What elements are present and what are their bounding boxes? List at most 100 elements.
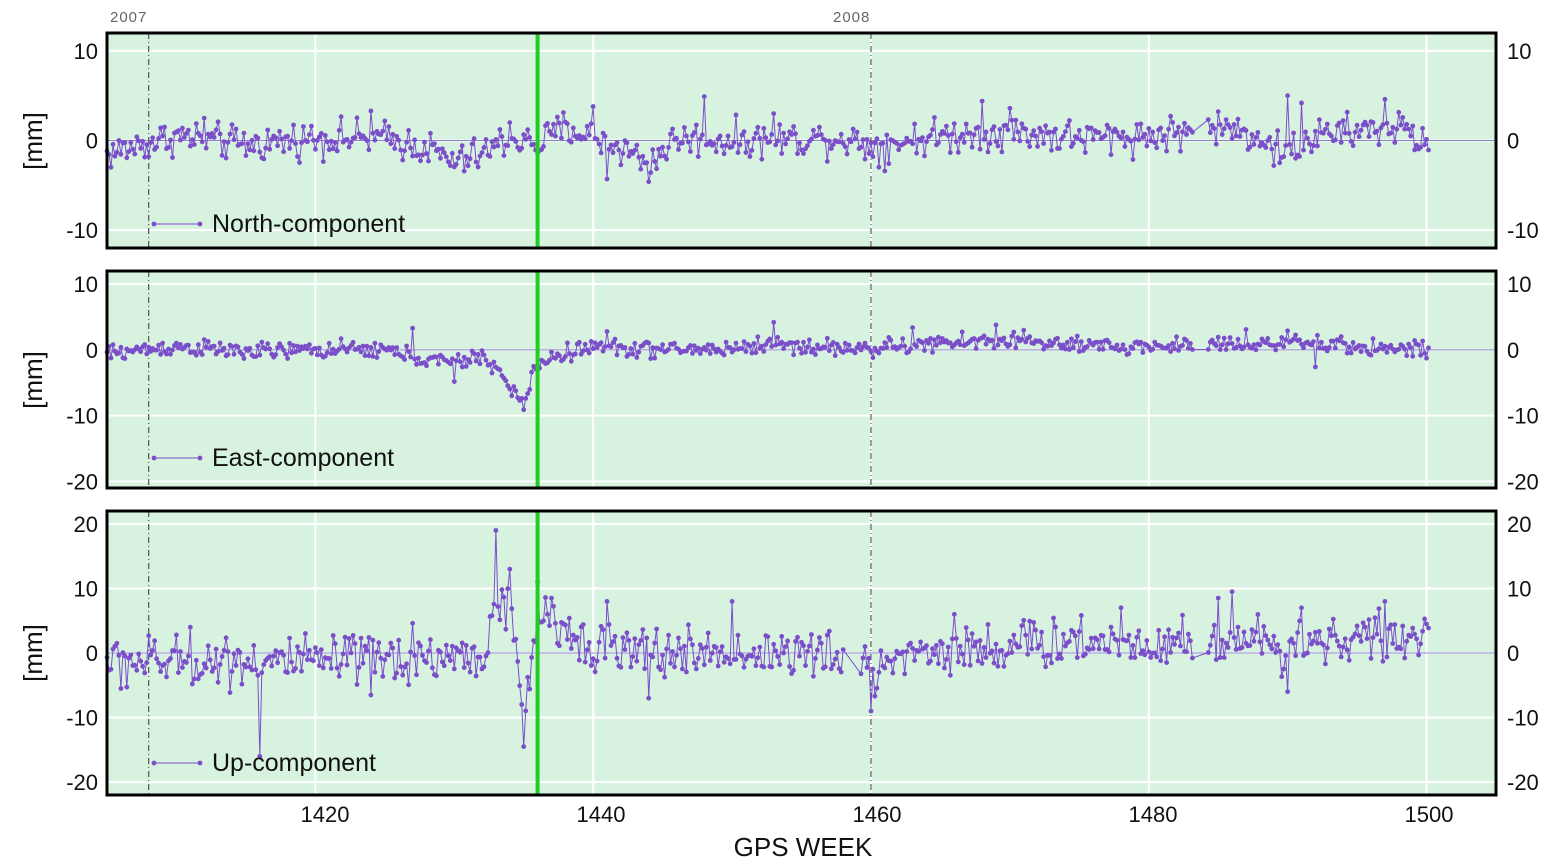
data-point: [1285, 689, 1290, 695]
year-label-2008: 2008: [833, 9, 870, 26]
data-point: [1148, 138, 1154, 144]
data-point: [860, 344, 866, 350]
data-point: [1007, 105, 1013, 111]
y-tick-label-right: 20: [1507, 512, 1531, 537]
data-point: [757, 135, 763, 141]
data-point: [703, 644, 709, 650]
data-point: [1017, 644, 1023, 650]
data-point: [1174, 635, 1179, 641]
data-point: [428, 130, 433, 136]
data-point: [132, 662, 138, 668]
data-point: [1072, 633, 1078, 639]
data-point: [735, 632, 741, 638]
data-point: [799, 350, 804, 356]
data-point: [1408, 133, 1414, 139]
data-point: [989, 648, 995, 654]
data-point: [459, 364, 465, 370]
data-point: [497, 617, 503, 623]
data-point: [1100, 633, 1106, 639]
y-tick-label-left: -20: [66, 770, 98, 795]
data-point: [1364, 636, 1370, 641]
data-point: [112, 153, 118, 159]
data-point: [928, 336, 933, 341]
data-point: [1332, 345, 1338, 351]
data-point: [295, 644, 300, 649]
data-point: [1271, 343, 1277, 348]
data-point: [176, 670, 181, 675]
data-point: [1074, 655, 1080, 660]
data-point: [1150, 346, 1156, 352]
panels-background-layer: [104, 33, 1496, 795]
data-point: [406, 349, 411, 354]
data-point: [731, 140, 737, 145]
data-point: [1110, 631, 1116, 637]
data-point: [529, 655, 534, 660]
data-point: [172, 648, 177, 654]
data-point: [1118, 346, 1124, 352]
data-point: [622, 647, 628, 652]
data-point: [1396, 346, 1402, 352]
data-point: [1154, 145, 1160, 151]
data-point: [753, 663, 759, 669]
data-point: [582, 136, 588, 142]
data-point: [781, 650, 786, 656]
data-point: [686, 622, 691, 628]
data-point: [475, 164, 481, 170]
data-point: [148, 652, 154, 658]
data-point: [1418, 352, 1423, 358]
data-point: [759, 343, 765, 349]
data-point: [1408, 634, 1414, 639]
data-point: [1148, 655, 1154, 660]
data-point: [979, 661, 985, 666]
data-point: [723, 143, 729, 148]
data-point: [406, 127, 411, 133]
data-point: [1078, 339, 1084, 344]
data-point: [459, 640, 465, 646]
data-point: [491, 144, 497, 150]
data-point: [594, 136, 600, 142]
data-point: [940, 336, 945, 341]
data-point: [1273, 141, 1279, 147]
data-point: [457, 649, 463, 655]
data-point: [646, 179, 652, 185]
data-point: [1037, 125, 1042, 131]
data-point: [699, 646, 705, 651]
data-point: [1035, 144, 1040, 149]
data-point: [1404, 121, 1410, 127]
data-point: [822, 137, 828, 143]
data-point: [453, 358, 459, 364]
data-point: [1178, 148, 1183, 154]
data-point: [1412, 147, 1417, 153]
data-point: [547, 623, 552, 629]
data-point: [674, 652, 679, 658]
data-point: [485, 650, 491, 656]
data-point: [287, 340, 292, 346]
data-point: [1366, 134, 1372, 140]
data-point: [977, 638, 983, 643]
data-point: [858, 144, 864, 150]
data-point: [1080, 139, 1086, 145]
data-point: [443, 154, 449, 160]
data-point: [999, 648, 1005, 653]
data-point: [691, 130, 697, 135]
data-point: [412, 356, 417, 362]
data-point: [1237, 134, 1243, 139]
data-point: [1225, 341, 1231, 347]
data-point: [632, 340, 638, 346]
data-point: [305, 657, 310, 663]
data-point: [463, 643, 469, 648]
data-point: [241, 130, 247, 136]
data-point: [499, 587, 505, 593]
data-point: [688, 343, 693, 348]
y-tick-label-left: 10: [74, 272, 98, 297]
data-point: [1047, 338, 1052, 344]
data-point: [703, 347, 709, 353]
data-point: [565, 637, 570, 642]
data-point: [235, 344, 241, 350]
data-point: [356, 344, 362, 350]
data-point: [299, 668, 304, 674]
data-point: [743, 150, 749, 155]
data-point: [785, 638, 790, 644]
data-point: [489, 370, 495, 376]
data-point: [1301, 345, 1306, 351]
